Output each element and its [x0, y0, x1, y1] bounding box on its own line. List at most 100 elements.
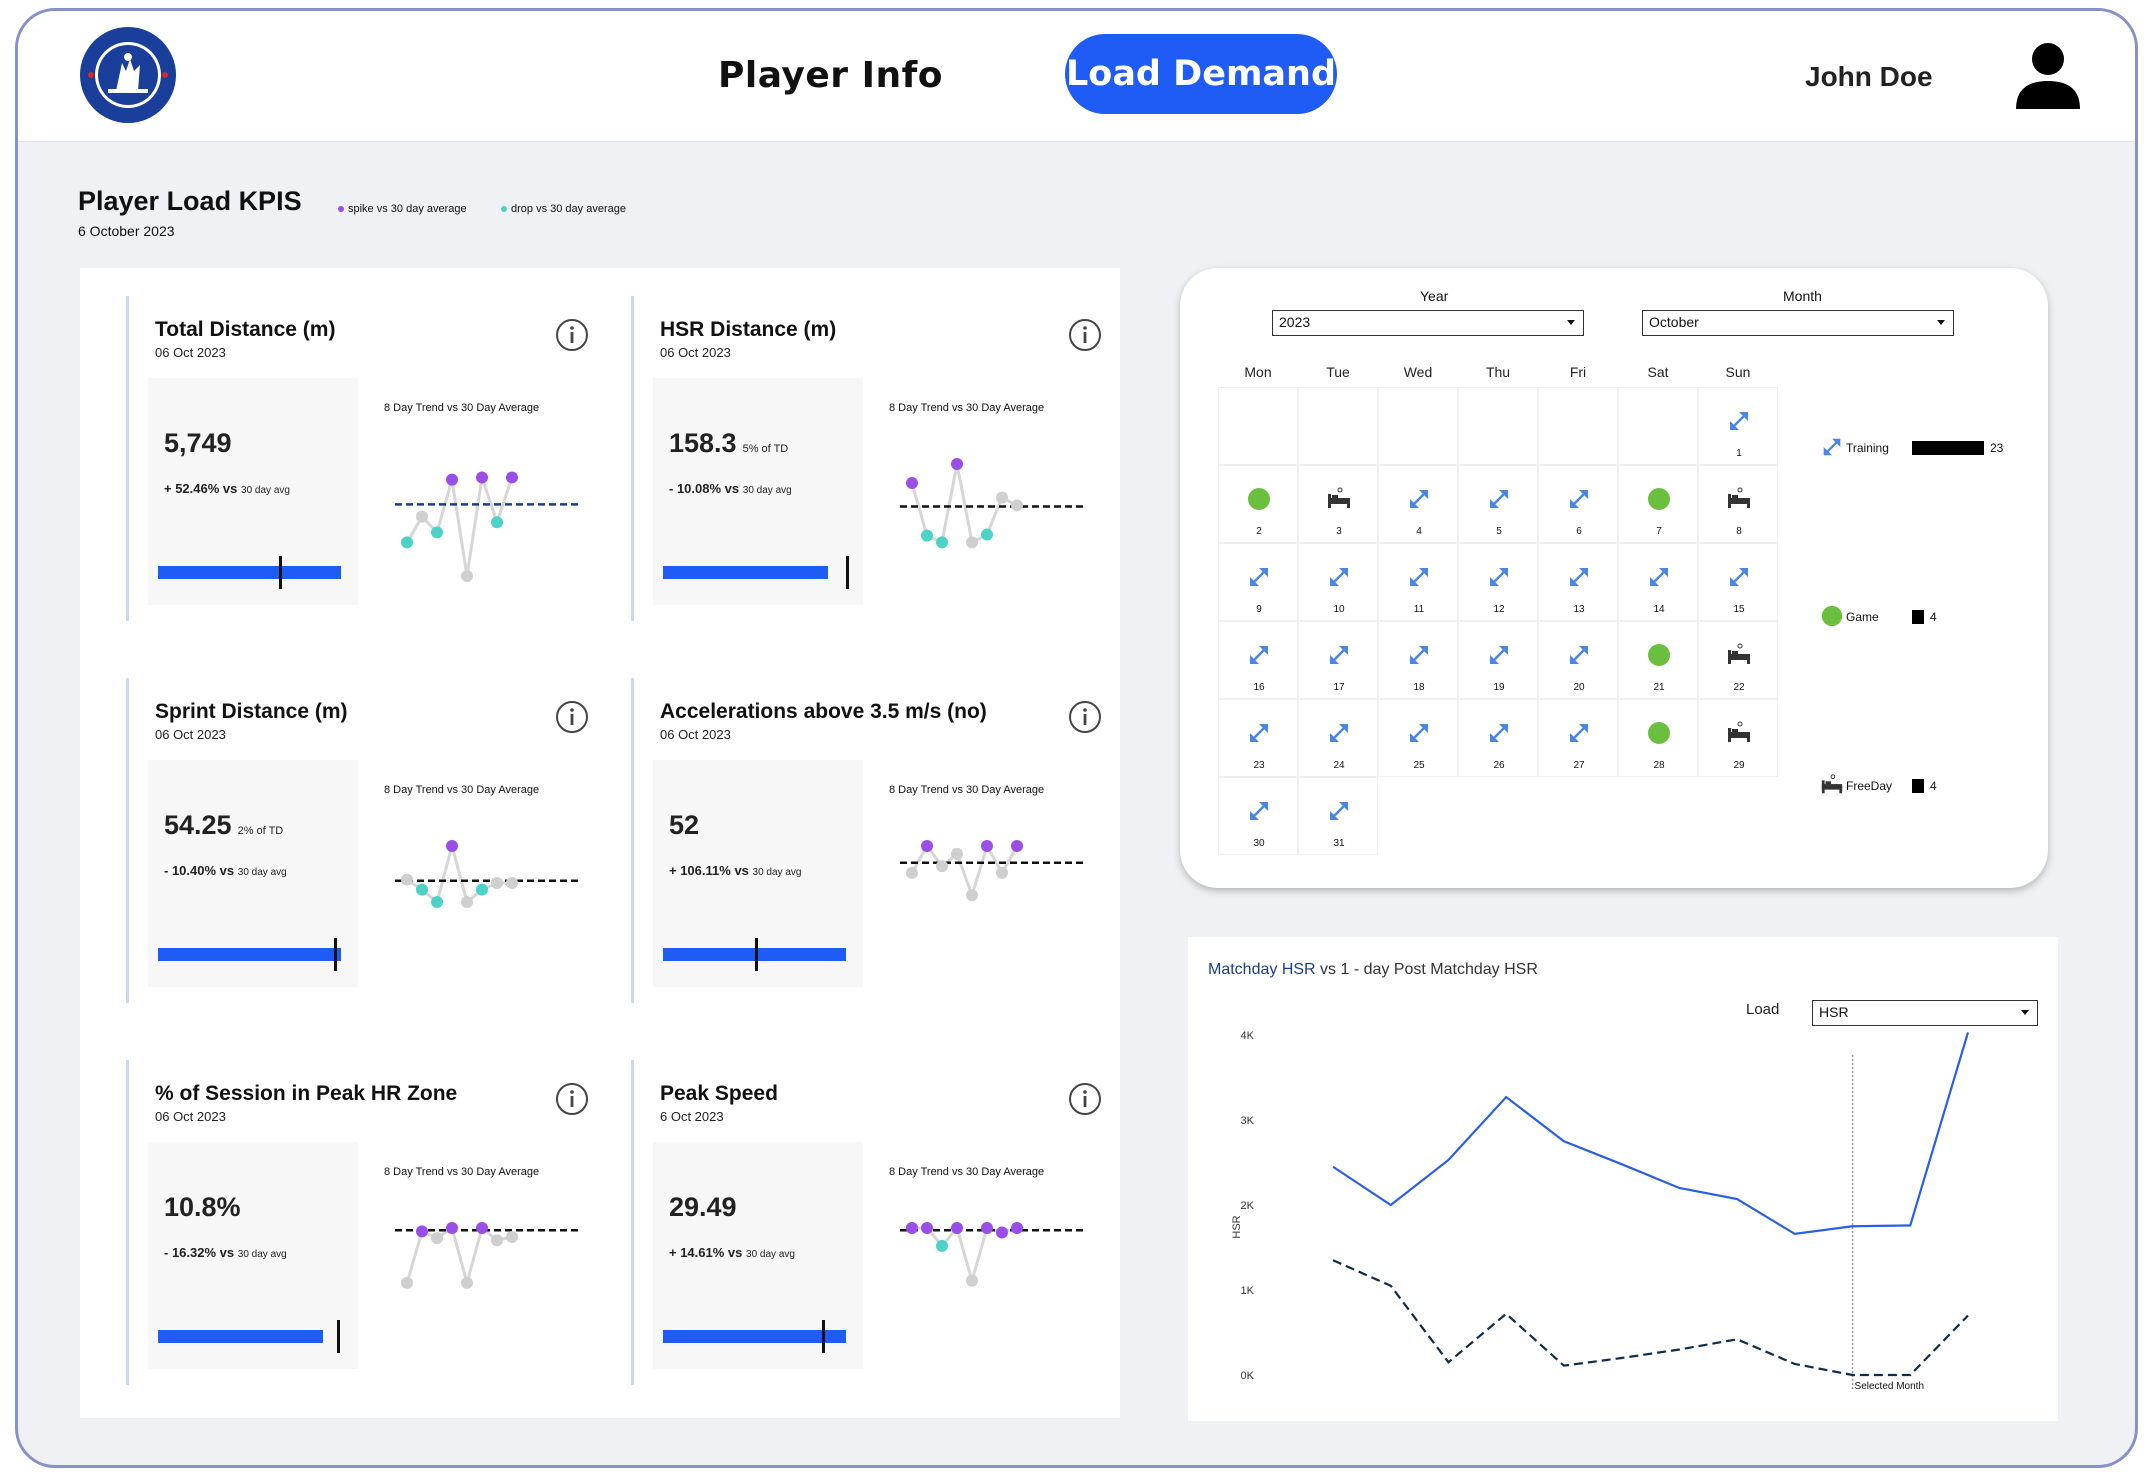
calendar-day-cell[interactable]: 18	[1378, 621, 1458, 699]
calendar-day-number: 12	[1493, 604, 1505, 615]
kpi-date: 06 Oct 2023	[660, 727, 731, 742]
kpi-card: Peak Speed 6 Oct 2023 29.49 + 14.61% vs 30 …	[631, 1060, 1136, 1385]
trend-point	[476, 471, 488, 484]
calendar-day-cell[interactable]: 13	[1538, 543, 1618, 621]
kpi-value: 52	[669, 810, 699, 841]
calendar-day-cell[interactable]: 24	[1298, 699, 1378, 777]
calendar-day-cell[interactable]: 23	[1218, 699, 1298, 777]
calendar-day-cell[interactable]: 5	[1458, 465, 1538, 543]
info-icon[interactable]	[1068, 1082, 1102, 1116]
calendar-day-cell[interactable]: 9	[1218, 543, 1298, 621]
calendar-day-cell[interactable]: 8	[1698, 465, 1778, 543]
year-select[interactable]: 2023	[1272, 310, 1584, 336]
info-icon[interactable]	[555, 700, 589, 734]
month-select[interactable]: October	[1642, 310, 1954, 336]
trend-label: 8 Day Trend vs 30 Day Average	[889, 784, 1045, 796]
calendar-day-cell[interactable]: 7	[1618, 465, 1698, 543]
calendar-day-cell[interactable]: 31	[1298, 777, 1378, 855]
calendar-day-cell[interactable]: 25	[1378, 699, 1458, 777]
trend-point	[401, 536, 413, 549]
trend-point	[506, 471, 518, 484]
kpi-target-marker	[279, 556, 282, 589]
training-icon	[1250, 646, 1268, 664]
y-tick-label: 4K	[1241, 1030, 1255, 1042]
load-select[interactable]: HSR	[1812, 1000, 2038, 1026]
calendar-day-cell	[1218, 387, 1298, 465]
calendar-day-cell[interactable]: 17	[1298, 621, 1378, 699]
load-label: Load	[1746, 1001, 1780, 1018]
hsr-line-chart: 0K 1K 2K 3K 4K HSR Selected Month	[1231, 1030, 1970, 1392]
training-icon	[1410, 490, 1428, 508]
legend-count-bar	[1912, 441, 1984, 455]
kpi-date: 6 Oct 2023	[660, 1109, 724, 1124]
trend-point	[461, 896, 473, 908]
calendar-day-number: 19	[1493, 682, 1505, 693]
user-avatar-icon[interactable]	[2013, 41, 2083, 111]
trend-sparkline	[395, 840, 581, 908]
weekday-label: Fri	[1569, 364, 1587, 380]
trend-point	[921, 1222, 933, 1234]
kpi-change: + 52.46% vs 30 day avg	[164, 481, 290, 496]
weekday-label: Wed	[1403, 364, 1433, 380]
kpi-card: HSR Distance (m) 06 Oct 2023 158.3 5% of TD…	[631, 296, 1136, 621]
calendar-day-number: 8	[1736, 526, 1742, 537]
nav-load-demand-button[interactable]: Load Demand	[1065, 34, 1337, 114]
kpi-progress-bar	[158, 1330, 323, 1343]
kpi-title: HSR Distance (m)	[660, 318, 837, 341]
kpi-change-vs: vs	[724, 481, 740, 496]
trend-point	[921, 840, 933, 852]
calendar-day-cell[interactable]: 3	[1298, 465, 1378, 543]
calendar-day-cell	[1618, 387, 1698, 465]
calendar-day-cell[interactable]: 29	[1698, 699, 1778, 777]
kpi-progress-bar	[663, 1330, 846, 1343]
training-icon	[1490, 568, 1508, 586]
training-icon	[1490, 724, 1508, 742]
kpi-value-box: 10.8% - 16.32% vs 30 day avg	[148, 1142, 358, 1369]
calendar-day-cell[interactable]: 16	[1218, 621, 1298, 699]
trend-label: 8 Day Trend vs 30 Day Average	[384, 1166, 540, 1178]
calendar-day-cell[interactable]: 26	[1458, 699, 1538, 777]
year-select-value: 2023	[1279, 314, 1311, 330]
calendar-day-cell[interactable]: 21	[1618, 621, 1698, 699]
calendar-day-number: 17	[1333, 682, 1345, 693]
calendar-day-cell[interactable]: 4	[1378, 465, 1458, 543]
calendar-day-cell[interactable]: 20	[1538, 621, 1618, 699]
chevron-down-icon	[2021, 1010, 2029, 1015]
info-icon[interactable]	[555, 318, 589, 352]
calendar-day-cell	[1538, 387, 1618, 465]
trend-point	[981, 1222, 993, 1234]
trend-point	[1011, 840, 1023, 852]
training-icon	[1570, 490, 1588, 508]
calendar-day-cell[interactable]: 30	[1218, 777, 1298, 855]
calendar-day-cell[interactable]: 10	[1298, 543, 1378, 621]
nav-player-info[interactable]: Player Info	[718, 55, 943, 96]
info-icon[interactable]	[1068, 700, 1102, 734]
calendar-day-cell[interactable]: 1	[1698, 387, 1778, 465]
calendar-day-cell[interactable]: 12	[1458, 543, 1538, 621]
calendar-day-cell[interactable]: 6	[1538, 465, 1618, 543]
calendar-day-cell[interactable]: 19	[1458, 621, 1538, 699]
calendar-day-cell[interactable]: 11	[1378, 543, 1458, 621]
kpi-change-vs: vs	[734, 863, 749, 878]
kpi-value-number: 29.49	[669, 1192, 737, 1222]
calendar-day-cell[interactable]: 2	[1218, 465, 1298, 543]
calendar-day-cell[interactable]: 15	[1698, 543, 1778, 621]
calendar-day-number: 29	[1733, 760, 1745, 771]
kpi-change: - 16.32% vs 30 day avg	[164, 1245, 287, 1260]
trend-label: 8 Day Trend vs 30 Day Average	[889, 1166, 1045, 1178]
info-icon[interactable]	[555, 1082, 589, 1116]
game-icon	[1648, 488, 1670, 510]
chart-title: Matchday HSR vs 1 - day Post Matchday HS…	[1208, 961, 1538, 979]
user-name: John Doe	[1805, 61, 1933, 92]
trend-point	[416, 510, 428, 523]
kpi-progress-bar	[663, 566, 828, 579]
y-tick-label: 2K	[1241, 1200, 1255, 1212]
calendar-day-cell[interactable]: 22	[1698, 621, 1778, 699]
kpi-title: Peak Speed	[660, 1082, 778, 1105]
bed-icon	[1328, 487, 1350, 508]
calendar-day-cell[interactable]: 27	[1538, 699, 1618, 777]
info-icon[interactable]	[1068, 318, 1102, 352]
top-navigation-bar: Player Info Load Demand John Doe	[18, 11, 2135, 142]
calendar-day-cell[interactable]: 28	[1618, 699, 1698, 777]
calendar-day-cell[interactable]: 14	[1618, 543, 1698, 621]
